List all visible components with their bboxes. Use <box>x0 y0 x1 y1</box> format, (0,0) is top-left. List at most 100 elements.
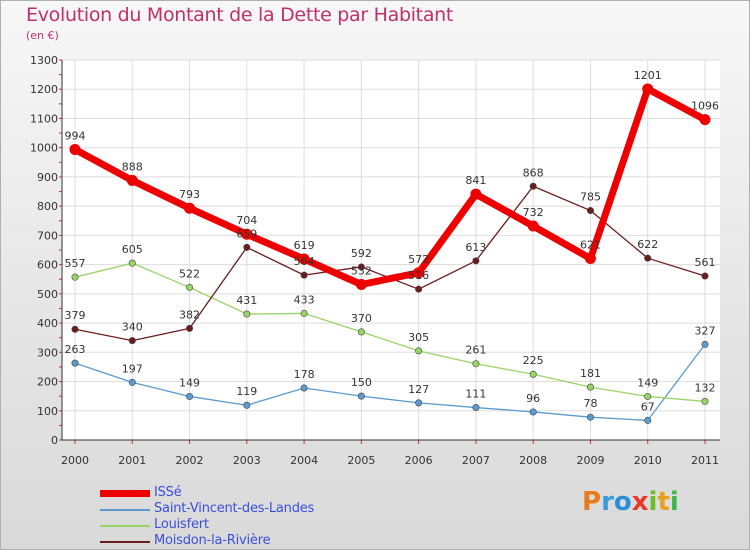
data-point <box>644 416 652 424</box>
data-point <box>243 310 251 318</box>
data-point <box>128 337 136 345</box>
x-tick-label: 2007 <box>462 454 490 467</box>
y-tick-label: 700 <box>37 229 58 242</box>
legend-swatch <box>100 509 150 511</box>
data-label: 1201 <box>634 69 662 82</box>
data-point <box>243 401 251 409</box>
data-label: 564 <box>294 255 315 268</box>
x-tick-label: 2009 <box>576 454 604 467</box>
legend-label: Louisfert <box>154 517 209 532</box>
series-line-0 <box>73 85 707 288</box>
data-label: 178 <box>294 368 315 381</box>
data-point <box>300 309 308 317</box>
y-tick-label: 300 <box>37 346 58 359</box>
data-point <box>413 267 425 279</box>
data-point <box>584 252 596 264</box>
data-point <box>186 392 194 400</box>
y-tick-label: 600 <box>37 259 58 272</box>
data-point <box>357 392 365 400</box>
data-point <box>415 285 423 293</box>
data-label: 994 <box>65 129 86 142</box>
legend-swatch <box>100 490 150 497</box>
data-label: 327 <box>695 324 716 337</box>
logo-letter: i <box>648 487 658 517</box>
y-tick-label: 1000 <box>30 142 58 155</box>
data-point <box>586 207 594 215</box>
y-tick-label: 1200 <box>30 83 58 96</box>
data-label: 868 <box>523 166 544 179</box>
x-tick-label: 2006 <box>405 454 433 467</box>
logo-letter: P <box>582 487 602 517</box>
logo-letter: x <box>631 487 649 517</box>
data-point <box>701 272 709 280</box>
data-point <box>355 278 367 290</box>
data-label: 561 <box>695 256 716 269</box>
data-label: 67 <box>641 400 655 413</box>
plot-area <box>62 60 720 440</box>
y-tick-label: 400 <box>37 317 58 330</box>
y-tick-label: 900 <box>37 171 58 184</box>
data-point <box>701 397 709 405</box>
logo-letter: r <box>601 487 614 517</box>
data-point <box>126 174 138 186</box>
data-label: 433 <box>294 293 315 306</box>
data-point <box>128 378 136 386</box>
legend-item: Moisdon-la-Rivière <box>100 533 360 549</box>
y-tick-label: 200 <box>37 376 58 389</box>
data-label: 522 <box>179 267 200 280</box>
data-point <box>71 273 79 281</box>
data-label: 305 <box>408 331 429 344</box>
y-tick-label: 500 <box>37 288 58 301</box>
x-tick-label: 2010 <box>634 454 662 467</box>
data-label: 557 <box>65 257 86 270</box>
data-label: 613 <box>465 241 486 254</box>
data-label: 888 <box>122 160 143 173</box>
legend-item: Louisfert <box>100 517 360 533</box>
data-label: 382 <box>179 308 200 321</box>
data-point <box>529 182 537 190</box>
x-tick-label: 2002 <box>176 454 204 467</box>
logo-letter: o <box>613 487 632 517</box>
data-point <box>128 259 136 267</box>
data-point <box>472 360 480 368</box>
data-label: 261 <box>465 344 486 357</box>
data-label: 96 <box>526 392 540 405</box>
data-label: 78 <box>583 397 597 410</box>
data-point <box>529 408 537 416</box>
legend-label: Moisdon-la-Rivière <box>154 533 271 548</box>
data-label: 732 <box>523 206 544 219</box>
data-label: 659 <box>236 227 257 240</box>
data-point <box>71 359 79 367</box>
data-point <box>415 399 423 407</box>
chart-subtitle: (en €) <box>26 29 59 42</box>
data-label: 150 <box>351 376 372 389</box>
data-label: 622 <box>637 238 658 251</box>
x-tick-label: 2000 <box>61 454 89 467</box>
data-point <box>241 228 253 240</box>
x-tick-label: 2011 <box>691 454 719 467</box>
data-label: 793 <box>179 188 200 201</box>
x-tick-label: 2004 <box>290 454 318 467</box>
data-point <box>300 271 308 279</box>
data-label: 340 <box>122 321 143 334</box>
y-tick-label: 800 <box>37 200 58 213</box>
data-label: 379 <box>65 309 86 322</box>
data-point <box>586 413 594 421</box>
data-point <box>529 370 537 378</box>
proxiti-logo: Proxiti <box>582 487 679 517</box>
x-tick-label: 2008 <box>519 454 547 467</box>
y-tick-label: 100 <box>37 405 58 418</box>
data-point <box>243 243 251 251</box>
x-tick-label: 2001 <box>118 454 146 467</box>
data-point <box>186 324 194 332</box>
legend-label: Saint-Vincent-des-Landes <box>154 501 315 516</box>
legend-item: ISSé <box>100 485 360 501</box>
logo-letter: i <box>669 487 679 517</box>
legend-label: ISSé <box>154 485 182 500</box>
data-label: 516 <box>408 269 429 282</box>
data-point <box>527 220 539 232</box>
x-tick-label: 2003 <box>233 454 261 467</box>
data-point <box>415 347 423 355</box>
data-label: 132 <box>695 381 716 394</box>
